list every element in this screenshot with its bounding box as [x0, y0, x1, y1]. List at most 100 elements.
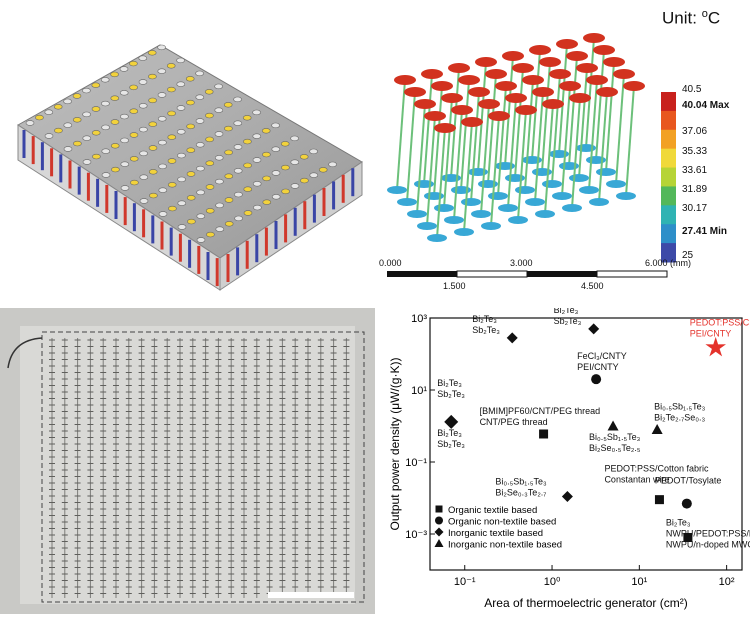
- knit-loop: [281, 188, 290, 195]
- cold-node: [589, 198, 609, 206]
- knit-loop: [195, 70, 204, 77]
- knit-loop: [204, 89, 214, 95]
- knit-loop: [186, 171, 196, 177]
- pillar: [416, 103, 426, 215]
- hot-node: [539, 57, 561, 67]
- point-label: PEDOT:PSS/CNTY: [690, 318, 750, 328]
- hot-node: [458, 75, 480, 85]
- knit-loop: [196, 237, 206, 243]
- x-axis-label: Area of thermoelectric generator (cm²): [484, 596, 687, 610]
- point-label: Bi₂Se₀.₅Te₂.₅: [589, 443, 641, 453]
- knit-loop: [176, 57, 185, 64]
- knit-loop: [234, 215, 243, 222]
- knit-loop: [252, 109, 261, 116]
- knit-loop: [91, 130, 101, 136]
- knit-rows: [25, 44, 337, 243]
- knit-loop: [129, 60, 138, 67]
- legend-entry: Organic non-textile based: [448, 517, 556, 528]
- legend-entry: Organic textile based: [448, 505, 537, 516]
- cold-node: [606, 180, 626, 188]
- hot-node: [448, 63, 470, 73]
- photo-scale-bar: [268, 592, 354, 598]
- knit-loop: [158, 187, 168, 193]
- unit-label: Unit: oC: [662, 8, 721, 28]
- hot-node: [424, 111, 446, 121]
- knit-loop: [110, 71, 119, 78]
- panel-d-power-density-chart: 10⁻¹ 10⁰ 10¹ 10² 10⁻³ 10⁻¹ 10¹ 10³ Bi₂Te₃ Sb₂Te₃…: [375, 305, 750, 614]
- pillar: [480, 103, 490, 215]
- point-label: Bi₂Se₀.₃Te₂.₇: [495, 488, 546, 498]
- knit-loop: [138, 79, 148, 85]
- knit-loop: [281, 164, 290, 171]
- cold-node: [525, 198, 545, 206]
- colorbar-segment: [661, 205, 676, 225]
- knit-loop: [242, 115, 252, 121]
- scalebar-label-0: 0.000: [379, 258, 402, 268]
- knit-loop: [73, 140, 82, 147]
- knit-loop: [186, 123, 195, 130]
- cold-node: [387, 186, 407, 194]
- y-tick-label: 10⁻³: [405, 529, 427, 541]
- point-label: Bi₂Te₃: [437, 378, 462, 388]
- point-label: PEI/CNTY: [690, 329, 732, 339]
- cold-node: [508, 216, 528, 224]
- pillar: [585, 37, 595, 149]
- hot-node: [515, 105, 537, 115]
- knit-loop: [243, 138, 252, 145]
- knit-loop: [214, 83, 223, 90]
- knit-loop: [262, 199, 272, 205]
- knit-loop: [138, 103, 148, 109]
- knit-loop: [271, 170, 281, 176]
- hot-node: [394, 75, 416, 85]
- y-tick-label: 10¹: [411, 385, 427, 397]
- knit-loop: [177, 224, 187, 230]
- pillar: [595, 49, 605, 161]
- knit-loop: [139, 150, 148, 157]
- knit-loop: [82, 135, 92, 141]
- hot-node: [434, 123, 456, 133]
- knit-loop: [215, 202, 224, 209]
- colorbar-segment: [661, 186, 676, 206]
- hot-node: [414, 99, 436, 109]
- knit-loop: [205, 112, 214, 119]
- cold-node: [542, 180, 562, 188]
- point-square: [539, 429, 549, 439]
- cold-node: [515, 186, 535, 194]
- point-square: [654, 495, 664, 505]
- pillar: [487, 73, 497, 185]
- knit-loop: [233, 168, 243, 174]
- knit-loop: [299, 154, 309, 160]
- knit-loop: [157, 116, 167, 122]
- legend-entry: Inorganic textile based: [448, 528, 543, 539]
- point-circle: [435, 516, 443, 525]
- hot-node: [549, 69, 571, 79]
- knit-loop: [149, 192, 158, 199]
- knit-loop: [206, 231, 215, 238]
- fabric-photo-drawing: [0, 308, 375, 614]
- cold-node: [535, 210, 555, 218]
- knit-loop: [129, 84, 138, 91]
- pillar: [426, 115, 436, 227]
- point-diamond: [506, 332, 518, 344]
- cold-node: [417, 222, 437, 230]
- hot-node: [566, 51, 588, 61]
- pillar: [504, 55, 514, 167]
- plot-frame: [429, 317, 743, 571]
- hot-node: [569, 93, 591, 103]
- hot-node: [461, 117, 483, 127]
- point-label: Bi₀.₅Sb₁.₅Te₃: [589, 432, 641, 442]
- knit-loop: [166, 63, 176, 69]
- point-label: Bi₂Te₃: [666, 517, 691, 527]
- knit-loop: [243, 186, 253, 192]
- hot-node: [529, 45, 551, 55]
- cold-node: [481, 222, 501, 230]
- point-label: PEI/CNTY: [577, 362, 619, 372]
- point-label: NWPU/n-doped MWCNT: [666, 539, 750, 549]
- knit-loop: [214, 107, 224, 113]
- cold-node: [498, 204, 518, 212]
- knit-loop: [101, 124, 110, 131]
- pillar: [514, 67, 524, 179]
- knit-loop: [101, 172, 111, 178]
- knit-loop: [158, 163, 167, 170]
- knit-loop: [111, 166, 120, 173]
